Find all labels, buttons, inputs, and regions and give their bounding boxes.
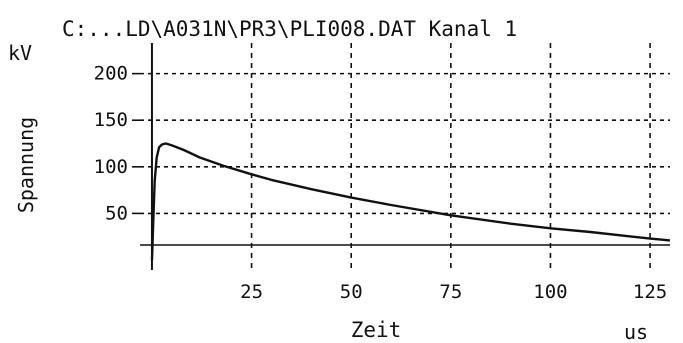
y-axis-label: Spannung — [14, 117, 38, 213]
y-axis-unit: kV — [8, 41, 32, 65]
y-tick-label-2: 150 — [94, 109, 128, 131]
x-axis-label: Zeit — [351, 318, 402, 342]
series-layer — [150, 142, 671, 261]
x-tick-label-4: 125 — [633, 281, 667, 303]
axes — [140, 43, 670, 270]
chart-title: C:...LD\A031N\PR3\PLI008.DAT Kanal 1 — [62, 17, 517, 41]
tick-labels: 50 100 150 200 25 50 75 100 125 — [94, 63, 668, 303]
y-tick-label-0: 50 — [105, 202, 128, 224]
x-tick-label-1: 50 — [340, 281, 363, 303]
y-tick-label-1: 100 — [94, 156, 128, 178]
x-tick-label-2: 75 — [439, 281, 462, 303]
x-axis-unit: us — [624, 320, 648, 343]
x-tick-label-0: 25 — [240, 281, 263, 303]
y-tick-label-3: 200 — [94, 63, 128, 85]
series-line-0 — [150, 142, 671, 261]
grid — [132, 43, 670, 270]
x-tick-label-3: 100 — [533, 281, 567, 303]
